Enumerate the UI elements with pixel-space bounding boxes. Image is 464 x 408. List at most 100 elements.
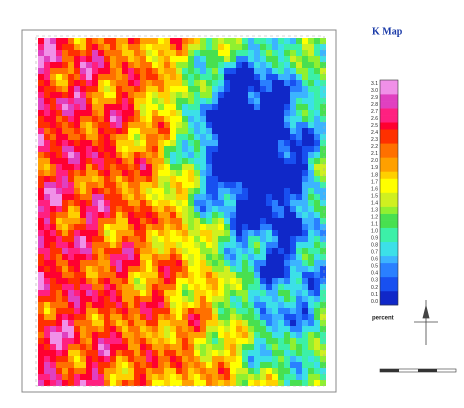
map-cell — [152, 314, 158, 320]
map-cell — [146, 182, 152, 188]
map-cell — [194, 176, 200, 182]
map-cell — [242, 188, 248, 194]
map-cell — [188, 164, 194, 170]
map-cell — [86, 194, 92, 200]
map-cell — [44, 302, 50, 308]
map-cell — [86, 50, 92, 56]
map-cell — [56, 284, 62, 290]
map-cell — [170, 146, 176, 152]
map-cell — [194, 200, 200, 206]
map-cell — [266, 248, 272, 254]
map-cell — [44, 92, 50, 98]
legend-label: 1.4 — [371, 200, 378, 206]
map-cell — [176, 374, 182, 380]
map-cell — [128, 302, 134, 308]
map-cell — [314, 218, 320, 224]
map-cell — [116, 56, 122, 62]
map-cell — [134, 140, 140, 146]
map-cell — [56, 320, 62, 326]
map-cell — [104, 176, 110, 182]
map-cell — [308, 152, 314, 158]
map-cell — [200, 44, 206, 50]
map-cell — [170, 236, 176, 242]
map-cell — [308, 242, 314, 248]
map-cell — [158, 314, 164, 320]
map-cell — [266, 350, 272, 356]
map-cell — [218, 296, 224, 302]
map-cell — [86, 200, 92, 206]
map-cell — [116, 350, 122, 356]
map-cell — [38, 374, 44, 380]
map-cell — [266, 278, 272, 284]
map-cell — [50, 188, 56, 194]
map-cell — [212, 110, 218, 116]
map-cell — [230, 146, 236, 152]
map-cell — [236, 308, 242, 314]
map-cell — [122, 380, 128, 386]
map-cell — [68, 320, 74, 326]
map-cell — [200, 128, 206, 134]
map-cell — [110, 236, 116, 242]
map-cell — [176, 350, 182, 356]
map-cell — [308, 128, 314, 134]
map-cell — [284, 254, 290, 260]
map-cell — [170, 212, 176, 218]
map-cell — [278, 116, 284, 122]
map-cell — [80, 278, 86, 284]
map-cell — [242, 230, 248, 236]
map-cell — [260, 104, 266, 110]
map-cell — [242, 86, 248, 92]
map-cell — [284, 308, 290, 314]
map-cell — [182, 374, 188, 380]
map-cell — [80, 92, 86, 98]
map-cell — [128, 296, 134, 302]
map-cell — [128, 158, 134, 164]
map-cell — [140, 50, 146, 56]
map-cell — [320, 122, 326, 128]
map-cell — [146, 110, 152, 116]
map-cell — [74, 92, 80, 98]
map-cell — [92, 38, 98, 44]
map-cell — [314, 38, 320, 44]
map-cell — [152, 176, 158, 182]
map-cell — [200, 236, 206, 242]
map-cell — [116, 74, 122, 80]
map-cell — [68, 164, 74, 170]
map-cell — [278, 332, 284, 338]
map-cell — [272, 206, 278, 212]
map-cell — [242, 302, 248, 308]
map-cell — [128, 338, 134, 344]
map-cell — [206, 194, 212, 200]
map-cell — [224, 218, 230, 224]
map-cell — [320, 56, 326, 62]
map-cell — [248, 212, 254, 218]
map-cell — [140, 62, 146, 68]
map-cell — [182, 224, 188, 230]
map-cell — [140, 326, 146, 332]
map-cell — [260, 290, 266, 296]
map-cell — [80, 380, 86, 386]
map-cell — [254, 338, 260, 344]
map-cell — [176, 104, 182, 110]
map-cell — [194, 380, 200, 386]
map-cell — [80, 224, 86, 230]
legend-label: 1.0 — [371, 229, 378, 235]
map-cell — [248, 308, 254, 314]
map-cell — [110, 212, 116, 218]
map-cell — [278, 134, 284, 140]
map-cell — [266, 134, 272, 140]
map-cell — [302, 206, 308, 212]
map-cell — [242, 98, 248, 104]
map-cell — [56, 56, 62, 62]
map-cell — [158, 56, 164, 62]
map-cell — [92, 314, 98, 320]
map-cell — [254, 332, 260, 338]
map-cell — [302, 224, 308, 230]
map-cell — [38, 290, 44, 296]
map-cell — [260, 44, 266, 50]
map-cell — [290, 104, 296, 110]
map-cell — [266, 218, 272, 224]
map-cell — [182, 284, 188, 290]
legend-label: 1.3 — [371, 207, 378, 213]
map-cell — [164, 218, 170, 224]
